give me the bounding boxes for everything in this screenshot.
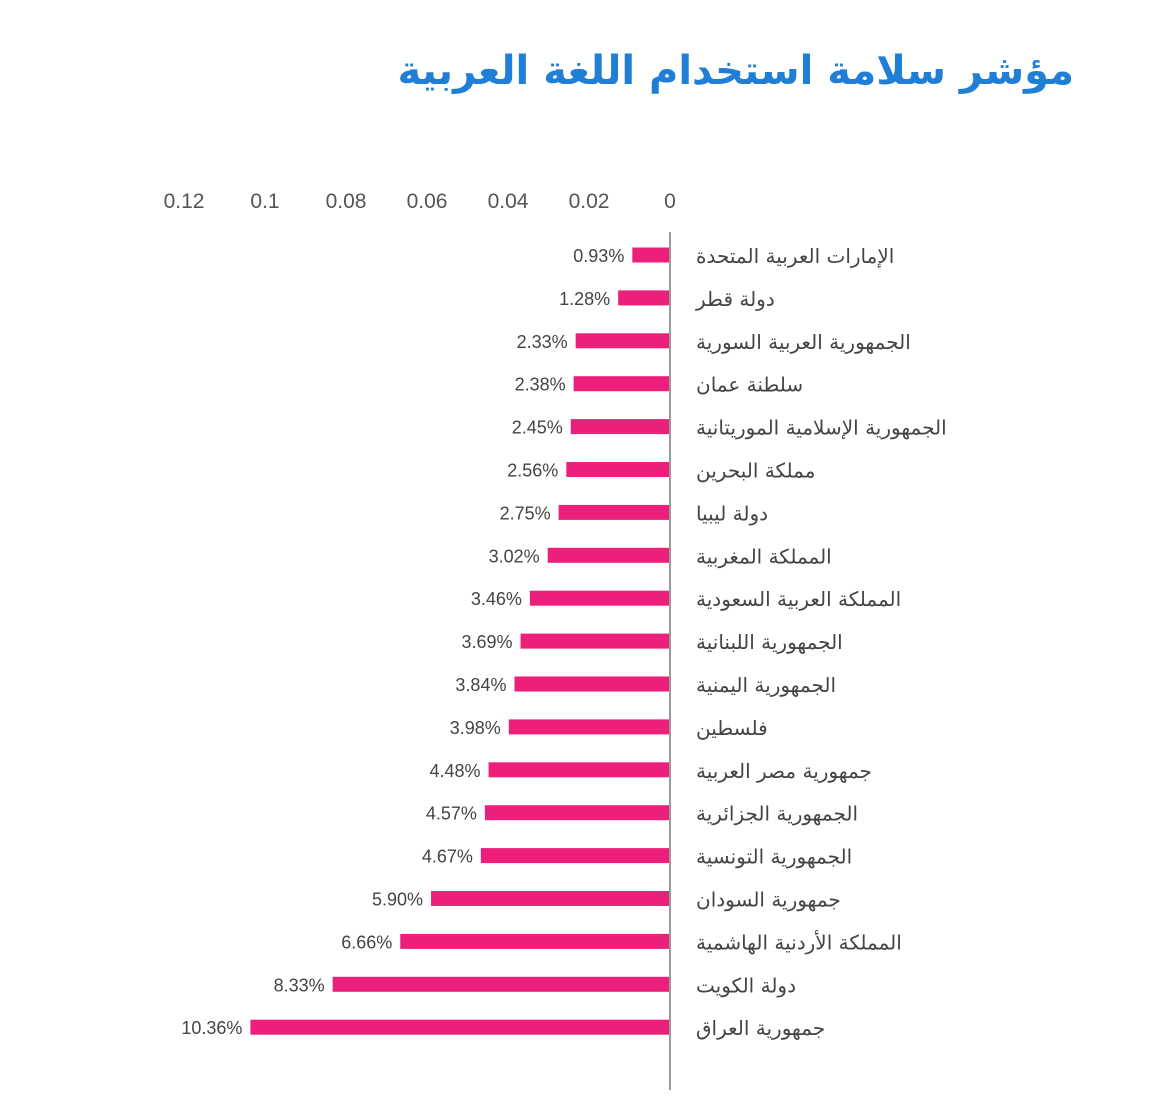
bar (632, 247, 670, 263)
category-label: جمهورية مصر العربية (696, 759, 872, 783)
category-label: الجمهورية اللبنانية (696, 630, 843, 654)
bar (400, 933, 670, 949)
category-label: المملكة الأردنية الهاشمية (696, 930, 902, 954)
data-label: 3.84% (455, 675, 506, 695)
data-label: 4.67% (422, 847, 473, 867)
bar (332, 976, 670, 992)
category-label: دولة ليبيا (696, 501, 768, 525)
category-label: الجمهورية اليمنية (696, 673, 836, 697)
data-label: 2.56% (507, 461, 558, 481)
value-labels: 0.93% 1.28% 2.33% 2.38% 2.45% 2.56% 2.75% 3.02%… (181, 246, 624, 1038)
x-axis-ticks: 0 0.02 0.04 0.06 0.08 0.1 0.12 (164, 190, 676, 213)
bar (547, 547, 670, 563)
data-label: 5.90% (372, 890, 423, 910)
category-label: سلطنة عمان (696, 373, 803, 397)
category-label: الجمهورية العربية السورية (696, 330, 911, 354)
data-label: 0.93% (573, 246, 624, 266)
category-label: جمهورية السودان (696, 888, 841, 912)
data-label: 2.38% (515, 375, 566, 395)
category-label: دولة قطر (695, 287, 775, 311)
data-label: 2.45% (512, 418, 563, 438)
bar (558, 504, 670, 520)
category-label: الجمهورية التونسية (696, 845, 852, 869)
data-label: 4.48% (430, 761, 481, 781)
data-label: 1.28% (559, 289, 610, 309)
bar (573, 376, 670, 392)
x-tick-label: 0 (664, 190, 676, 213)
bar (520, 633, 670, 649)
category-label: جمهورية العراق (696, 1016, 825, 1040)
data-label: 3.69% (462, 632, 513, 652)
category-labels: الإمارات العربية المتحدة دولة قطر الجمهوري… (695, 244, 947, 1040)
data-label: 8.33% (274, 975, 325, 995)
bar (250, 1019, 671, 1035)
x-tick-label: 0.04 (488, 190, 529, 213)
data-label: 4.57% (426, 804, 477, 824)
bar (514, 676, 670, 692)
bar (488, 762, 670, 778)
data-label: 3.98% (450, 718, 501, 738)
bar (618, 290, 670, 306)
category-label: المملكة المغربية (696, 544, 832, 568)
x-tick-label: 0.02 (569, 190, 610, 213)
category-label: مملكة البحرين (696, 459, 815, 483)
category-label: فلسطين (696, 716, 768, 740)
x-tick-label: 0.12 (164, 190, 205, 213)
bars (250, 247, 671, 1035)
x-tick-label: 0.1 (250, 190, 279, 213)
x-tick-label: 0.06 (407, 190, 448, 213)
data-label: 2.33% (517, 332, 568, 352)
x-tick-label: 0.08 (326, 190, 367, 213)
data-label: 3.02% (489, 546, 540, 566)
bar (480, 848, 670, 864)
bar (570, 419, 670, 435)
category-label: المملكة العربية السعودية (696, 587, 901, 611)
category-label: الإمارات العربية المتحدة (696, 244, 894, 268)
data-label: 6.66% (341, 932, 392, 952)
chart-title: مؤشر سلامة استخدام اللغة العربية (397, 48, 1074, 94)
data-label: 3.46% (471, 589, 522, 609)
bar (484, 805, 670, 821)
category-label: الجمهورية الإسلامية الموريتانية (696, 416, 947, 440)
data-label: 2.75% (500, 503, 551, 523)
bar (566, 462, 670, 477)
category-label: دولة الكويت (696, 973, 796, 997)
category-label: الجمهورية الجزائرية (696, 802, 858, 826)
bar (575, 333, 670, 349)
bar (508, 719, 670, 735)
bar (431, 891, 670, 906)
data-label: 10.36% (181, 1018, 242, 1038)
bar (529, 590, 670, 606)
